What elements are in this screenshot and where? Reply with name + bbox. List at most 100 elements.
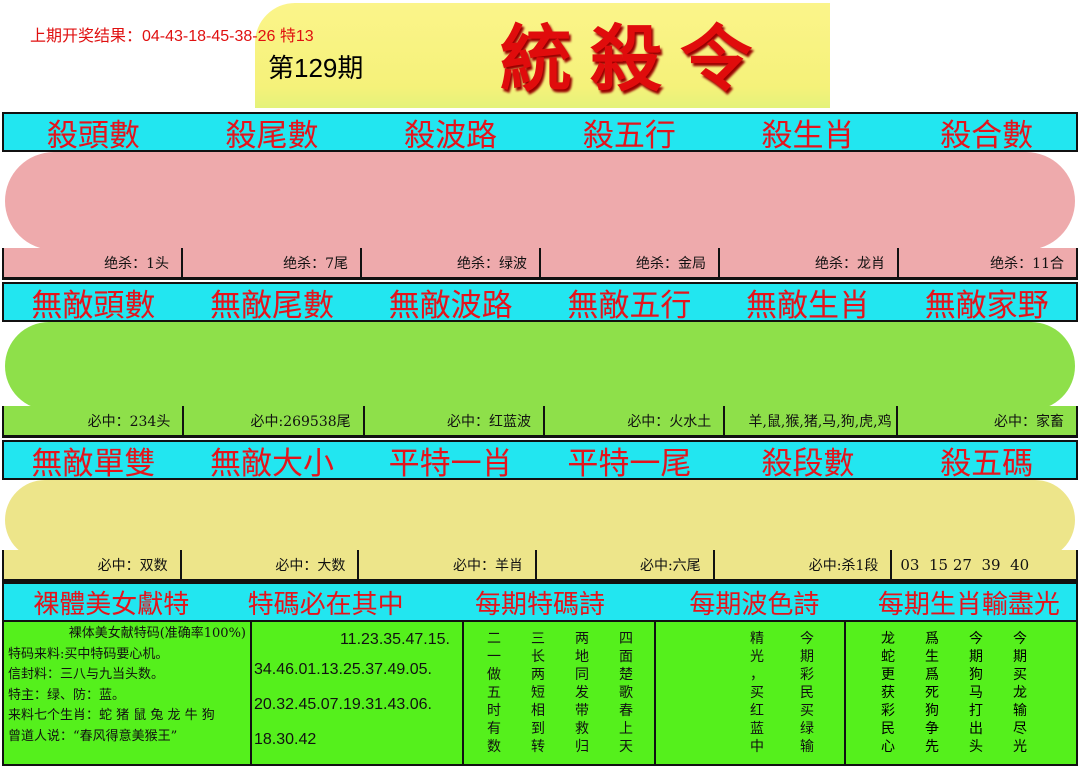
poem-char: 数	[487, 739, 501, 755]
section3-header: 無敵單雙 無敵大小 平特一肖 平特一尾 殺段數 殺五碼	[2, 440, 1078, 482]
poem-char: 今	[800, 631, 814, 647]
poem-char: 打	[969, 703, 983, 719]
poem-char: 彩	[800, 667, 814, 683]
poem-char: 五	[487, 685, 501, 701]
poem-char: 三	[531, 631, 545, 647]
poem-char: 生	[925, 649, 939, 665]
value-cell: 必中：234头	[2, 406, 182, 435]
poem-char: 楚	[619, 667, 633, 683]
value-cell: 03 15 27 39 40	[890, 550, 1079, 579]
issue-number: 第129期	[268, 53, 364, 83]
poem-char: 绿	[800, 721, 814, 737]
poem-char: 到	[531, 721, 545, 737]
poem-char: 狗	[969, 667, 983, 683]
poem-char: 心	[881, 739, 895, 755]
poem-char: 期	[1013, 649, 1027, 665]
poem-char: 爲	[925, 667, 939, 683]
poem-char: 买	[750, 685, 764, 701]
value-cell: 绝杀：绿波	[360, 248, 539, 277]
info-line: 特主：绿、防：蓝。	[8, 687, 126, 703]
section2-values: 必中：234头 必中:269538尾 必中：红蓝波 必中：火水土 羊,鼠,猴,猪,马,狗…	[2, 406, 1078, 438]
poem-char: 死	[925, 685, 939, 701]
poem-char: 同	[575, 667, 589, 683]
value-cell: 绝杀：1头	[2, 248, 181, 277]
value-cell: 必中:269538尾	[182, 406, 362, 435]
poem-char: 面	[619, 649, 633, 665]
value-cell: 必中：家畜	[895, 406, 1078, 435]
info-line: 信封料：三八与九当头数。	[8, 667, 165, 682]
poem-char: 狗	[925, 703, 939, 719]
header-label: 每期波色詩	[689, 589, 820, 620]
poem-char: 带	[575, 703, 589, 719]
header-label: 無敵尾數	[210, 287, 334, 324]
poem-char: 民	[881, 721, 895, 737]
value-cell: 绝杀：龙肖	[718, 248, 897, 277]
poem-char: 中	[750, 739, 764, 755]
section4-header: 裸體美女獻特 特碼必在其中 每期特碼詩 每期波色詩 每期生肖輸盡光	[2, 582, 1078, 622]
header-label: 無敵波路	[388, 287, 513, 324]
poem-char: ，	[750, 667, 764, 683]
header-label: 特碼必在其中	[247, 589, 404, 620]
poem-char: 输	[1013, 703, 1027, 719]
poem-char: 期	[800, 649, 814, 665]
poem-char: 两	[575, 631, 589, 647]
poem-char: 二	[487, 631, 501, 647]
value-cell: 必中：双数	[2, 550, 180, 579]
header-label: 無敵單雙	[31, 445, 156, 482]
poem-color: 精光，买红蓝中今期彩民买绿输	[656, 622, 846, 764]
poem-char: 短	[531, 685, 545, 701]
header-label: 每期生肖輸盡光	[877, 589, 1060, 620]
info-cell: 裸体美女献特码(准确率100%) 特码来料:买中特码要心机。 信封料：三八与九当…	[4, 622, 252, 764]
poem-char: 光	[1013, 739, 1027, 755]
poem-char: 民	[800, 685, 814, 701]
last-result: 上期开奖结果：04-43-18-45-38-26 特13	[30, 28, 314, 45]
section1-header: 殺頭數 殺尾數 殺波路 殺五行 殺生肖 殺合數	[2, 112, 1078, 154]
header-label: 無敵五行	[567, 287, 692, 324]
poem-char: 归	[575, 739, 589, 755]
poem-zodiac: 龙蛇更获彩民心爲生爲死狗争先今期狗马打出头今期买龙输尽光	[846, 622, 1076, 764]
header-label: 殺五行	[582, 117, 676, 154]
yellow-band	[5, 480, 1075, 560]
poem-char: 先	[925, 739, 939, 755]
poem-char: 出	[969, 721, 983, 737]
poem-char: 马	[969, 685, 983, 701]
poem-char: 有	[487, 721, 501, 737]
value-cell: 必中：红蓝波	[362, 406, 543, 435]
value-cell: 羊,鼠,猴,猪,马,狗,虎,鸡	[723, 406, 895, 435]
value-cell: 必中：大数	[179, 550, 358, 579]
poem-char: 今	[969, 631, 983, 647]
value-cell: 必中:六尾	[535, 550, 713, 579]
poem-char: 输	[800, 739, 814, 755]
poem-char: 今	[1013, 631, 1027, 647]
header-label: 殺合數	[940, 117, 1034, 154]
poem-char: 尽	[1013, 721, 1027, 737]
poem-char: 彩	[881, 703, 895, 719]
header-label: 平特一肖	[388, 445, 513, 482]
value-cell: 绝杀：11合	[897, 248, 1078, 277]
poem-char: 长	[531, 649, 545, 665]
header-label: 無敵大小	[210, 445, 334, 482]
info-line: 特码来料:买中特码要心机。	[8, 646, 169, 662]
header-label: 殺生肖	[761, 117, 855, 154]
poem-char: 龙	[1013, 685, 1027, 701]
info-line: 来料七个生肖：蛇 猪 鼠 兔 龙 牛 狗	[8, 708, 215, 723]
poem-char: 两	[531, 667, 545, 683]
poem-char: 龙	[881, 631, 895, 647]
header-label: 無敵家野	[924, 287, 1049, 324]
poem-char: 买	[800, 703, 814, 719]
green-band	[5, 322, 1075, 410]
poem-char: 时	[487, 703, 501, 719]
value-cell: 绝杀：7尾	[181, 248, 360, 277]
poem-char: 地	[575, 649, 589, 665]
section3-values: 必中：双数 必中：大数 必中：羊肖 必中:六尾 必中:杀1段 03 15 27 39 40	[2, 550, 1079, 582]
bottom-table: 裸体美女献特码(准确率100%) 特码来料:买中特码要心机。 信封料：三八与九当…	[2, 620, 1078, 766]
poem-char: 精	[750, 631, 764, 647]
header-label: 殺五碼	[940, 445, 1034, 482]
poem-char: 发	[575, 685, 589, 701]
info-line: 曾道人说：“春风得意美猴王”	[8, 728, 178, 744]
poem-char: 转	[531, 739, 545, 755]
section2-header: 無敵頭數 無敵尾數 無敵波路 無敵五行 無敵生肖 無敵家野	[2, 282, 1078, 324]
header-label: 殺波路	[404, 117, 498, 154]
poem-char: 买	[1013, 667, 1027, 683]
value-cell: 必中：火水土	[542, 406, 723, 435]
